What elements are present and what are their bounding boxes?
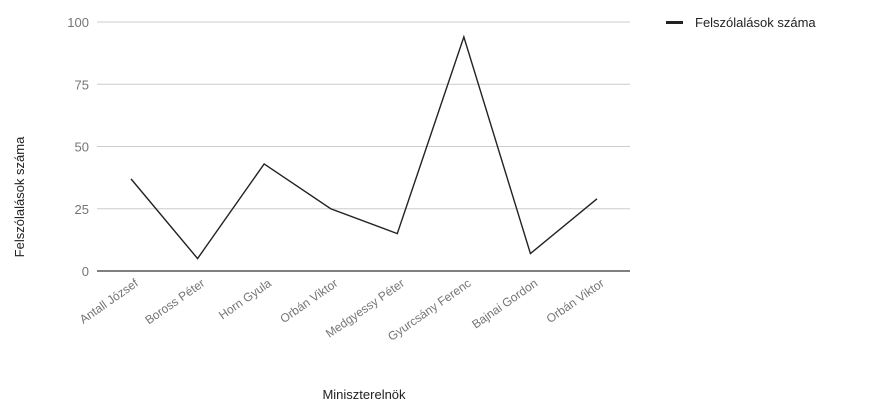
y-tick-labels: 0 25 50 75 100 bbox=[67, 15, 89, 279]
x-tick-label: Orbán Viktor bbox=[544, 276, 607, 326]
y-tick-label: 75 bbox=[75, 77, 89, 92]
data-point bbox=[262, 161, 267, 166]
x-tick-label: Bajnai Gordon bbox=[469, 276, 540, 331]
data-point bbox=[195, 256, 200, 261]
data-point bbox=[328, 206, 333, 211]
legend-label: Felszólalások száma bbox=[695, 15, 816, 30]
y-tick-label: 50 bbox=[75, 140, 89, 155]
gridlines bbox=[97, 21, 630, 210]
data-point bbox=[461, 34, 466, 39]
x-tick-label: Horn Gyula bbox=[216, 276, 274, 322]
y-tick-label: 0 bbox=[82, 264, 89, 279]
series-lines bbox=[129, 34, 600, 261]
x-tick-label: Orbán Viktor bbox=[277, 276, 340, 326]
data-point bbox=[129, 176, 134, 181]
x-tick-label: Boross Péter bbox=[142, 276, 207, 327]
data-point bbox=[395, 231, 400, 236]
x-axis-title: Miniszterelnök bbox=[322, 387, 406, 402]
x-tick-label: Antall József bbox=[77, 276, 141, 327]
legend: Felszólalások száma bbox=[666, 15, 816, 30]
data-point bbox=[528, 251, 533, 256]
legend-swatch bbox=[666, 21, 683, 24]
y-axis-title: Felszólalások száma bbox=[12, 136, 27, 257]
y-tick-label: 25 bbox=[75, 202, 89, 217]
y-tick-label: 100 bbox=[67, 15, 89, 30]
series-line bbox=[130, 34, 598, 260]
x-tick-labels: Antall József Boross Péter Horn Gyula Orbán… bbox=[77, 276, 607, 344]
data-point bbox=[595, 196, 600, 201]
